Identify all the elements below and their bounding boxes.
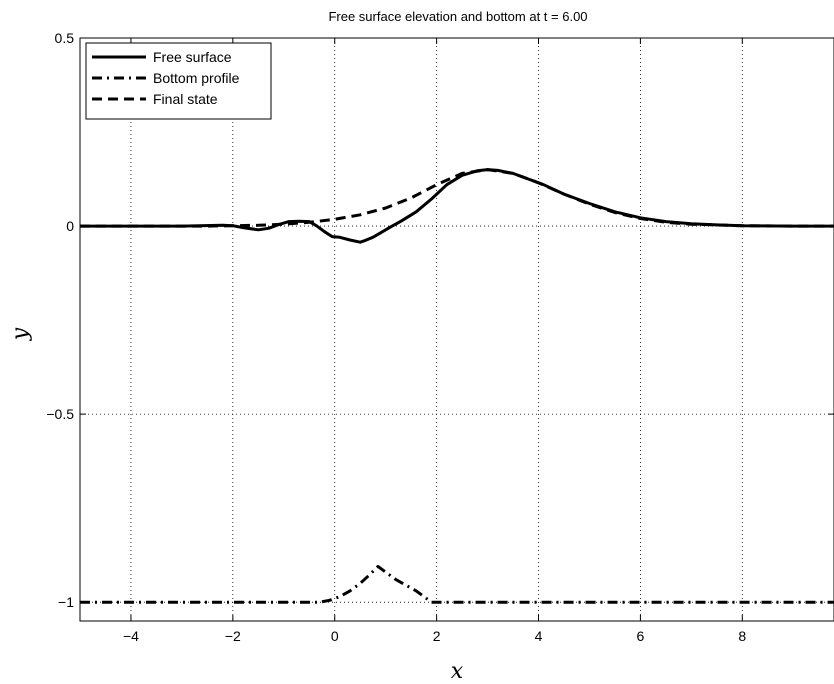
legend: Free surface Bottom profile Final state	[85, 42, 272, 120]
x-tick-label: 4	[535, 628, 543, 644]
legend-items: Free surface Bottom profile Final state	[92, 49, 240, 107]
chart-title: Free surface elevation and bottom at t =…	[328, 9, 587, 24]
x-tick-label: −4	[123, 628, 139, 644]
x-tick-label: 2	[433, 628, 441, 644]
y-tick-label: 0.5	[55, 30, 75, 46]
y-axis-label: y	[8, 327, 33, 341]
series-line-free-surface	[80, 168, 834, 244]
series-layer	[80, 168, 834, 604]
series-line-bottom-profile	[80, 565, 834, 604]
x-tick-label: 8	[738, 628, 746, 644]
x-tick-label: 0	[331, 628, 339, 644]
x-tick-label: −2	[225, 628, 241, 644]
series-line-final-state	[80, 168, 834, 228]
y-tick-label: −1	[58, 594, 74, 610]
x-tick-label: 6	[637, 628, 645, 644]
y-tick-label: 0	[66, 218, 74, 234]
legend-label: Free surface	[153, 49, 232, 65]
plot-area-frame	[79, 37, 834, 622]
y-tick-label: −0.5	[46, 406, 74, 422]
x-axis-label: x	[451, 659, 464, 684]
tick-layer: −4 −2 0 2 4 6 8 −1 −0.5 0 0.5	[46, 30, 834, 644]
grid-layer	[80, 37, 834, 621]
legend-label: Final state	[153, 91, 218, 107]
legend-label: Bottom profile	[153, 70, 240, 86]
